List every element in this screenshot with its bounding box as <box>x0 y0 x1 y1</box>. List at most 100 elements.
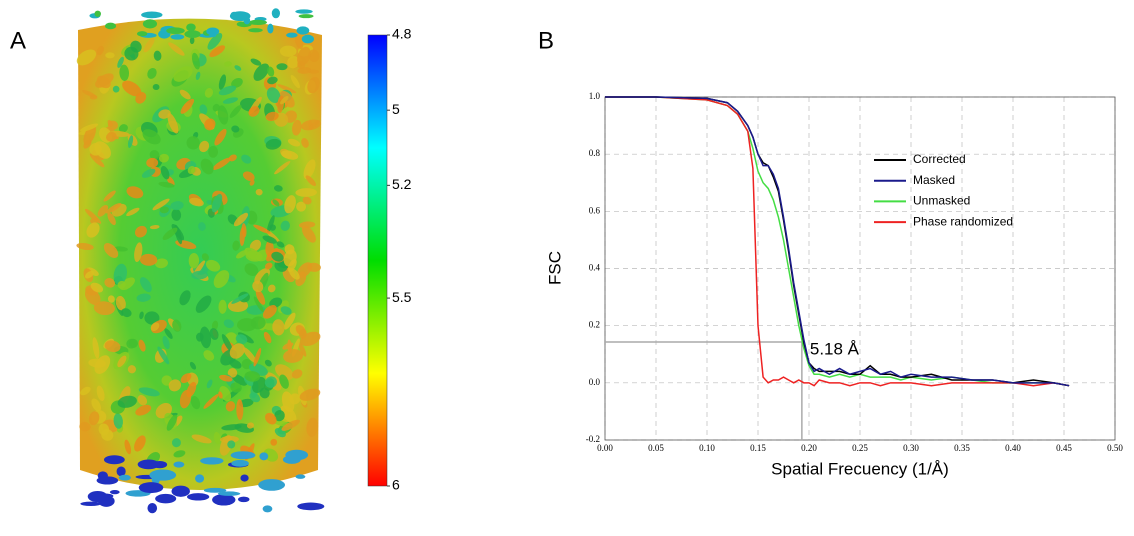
map-blob <box>200 158 214 175</box>
fsc-line <box>605 96 1070 387</box>
map-blob <box>142 19 158 29</box>
map-blob <box>273 185 283 192</box>
map-blob <box>281 419 300 431</box>
map-blob <box>199 326 212 349</box>
map-blob <box>279 374 289 389</box>
map-blob <box>276 241 285 248</box>
x-tick-label: 0.50 <box>1107 443 1123 453</box>
map-blob <box>308 120 320 130</box>
map-blob <box>265 138 282 150</box>
map-blob <box>237 318 257 332</box>
map-blob <box>230 451 256 460</box>
map-blob <box>231 77 243 88</box>
map-blob <box>155 493 177 504</box>
y-tick-label: 1.0 <box>589 91 601 101</box>
map-blob <box>236 399 244 421</box>
map-blob <box>267 66 275 77</box>
map-blob <box>248 19 268 26</box>
map-blob <box>223 319 234 328</box>
map-blob <box>233 212 249 227</box>
map-blob <box>92 337 100 359</box>
map-blob <box>162 336 170 350</box>
y-tick-label: 0.4 <box>589 263 601 273</box>
map-blob <box>142 129 161 145</box>
map-blob <box>160 166 170 180</box>
map-blob <box>159 206 169 214</box>
fsc-line <box>605 96 1070 387</box>
map-blob <box>228 154 237 162</box>
map-blob <box>219 374 233 382</box>
map-blob <box>135 404 152 416</box>
map-blob <box>221 334 233 353</box>
map-blob <box>195 295 212 313</box>
map-blob <box>224 61 232 67</box>
map-blob <box>227 368 238 378</box>
x-tick-label: 0.30 <box>903 443 919 453</box>
map-blob <box>254 268 270 285</box>
map-blob <box>104 22 117 30</box>
map-blob <box>255 289 266 305</box>
map-blob <box>242 347 257 363</box>
map-blob <box>166 27 185 35</box>
tick-label: 4.8 <box>392 26 412 42</box>
map-blob <box>143 37 155 53</box>
map-blob <box>294 34 304 50</box>
map-blob <box>83 124 96 146</box>
map-blob <box>117 280 126 289</box>
density-map <box>76 8 325 514</box>
map-blob <box>113 263 128 285</box>
map-blob <box>274 160 291 175</box>
map-blob <box>209 328 219 340</box>
map-blob <box>198 222 206 231</box>
map-blob <box>259 452 269 461</box>
map-blob <box>189 197 204 207</box>
map-blob <box>116 466 126 477</box>
map-blob <box>280 95 289 105</box>
map-blob <box>168 42 185 56</box>
map-blob <box>289 393 301 405</box>
map-blob <box>213 431 221 445</box>
map-blob <box>300 331 321 347</box>
map-blob <box>195 474 205 483</box>
map-blob <box>138 482 164 494</box>
map-blob <box>112 85 120 93</box>
map-blob <box>117 355 127 368</box>
map-blob <box>96 385 105 402</box>
map-blob <box>80 386 91 396</box>
map-blob <box>171 438 181 448</box>
map-blob <box>295 9 313 14</box>
map-blob <box>187 493 210 501</box>
map-blob <box>213 270 230 289</box>
map-blob <box>98 495 115 507</box>
map-blob <box>186 136 200 150</box>
map-blob <box>208 145 219 158</box>
map-blob <box>231 125 240 133</box>
map-blob <box>204 88 214 98</box>
legend-label: Masked <box>913 173 955 187</box>
map-blob <box>225 401 236 412</box>
map-blob <box>127 365 136 374</box>
map-blob <box>203 350 215 361</box>
map-blob <box>126 186 144 199</box>
map-blob <box>299 388 321 401</box>
map-blob <box>217 105 229 125</box>
map-blob <box>191 434 212 444</box>
map-blob <box>291 369 303 379</box>
map-blob <box>158 153 169 163</box>
map-blob <box>283 249 297 267</box>
map-blob <box>136 31 148 37</box>
map-blob <box>138 339 146 352</box>
map-blob <box>95 73 114 88</box>
map-blob <box>94 355 111 374</box>
map-blob <box>189 361 197 370</box>
map-blob <box>166 176 175 186</box>
map-blob <box>236 249 248 259</box>
map-blob <box>152 198 170 211</box>
x-tick-label: 0.35 <box>954 443 970 453</box>
map-blob <box>261 484 282 489</box>
map-blob <box>89 143 102 156</box>
map-blob <box>205 259 221 272</box>
map-blob <box>295 188 317 197</box>
map-blob <box>107 119 113 127</box>
